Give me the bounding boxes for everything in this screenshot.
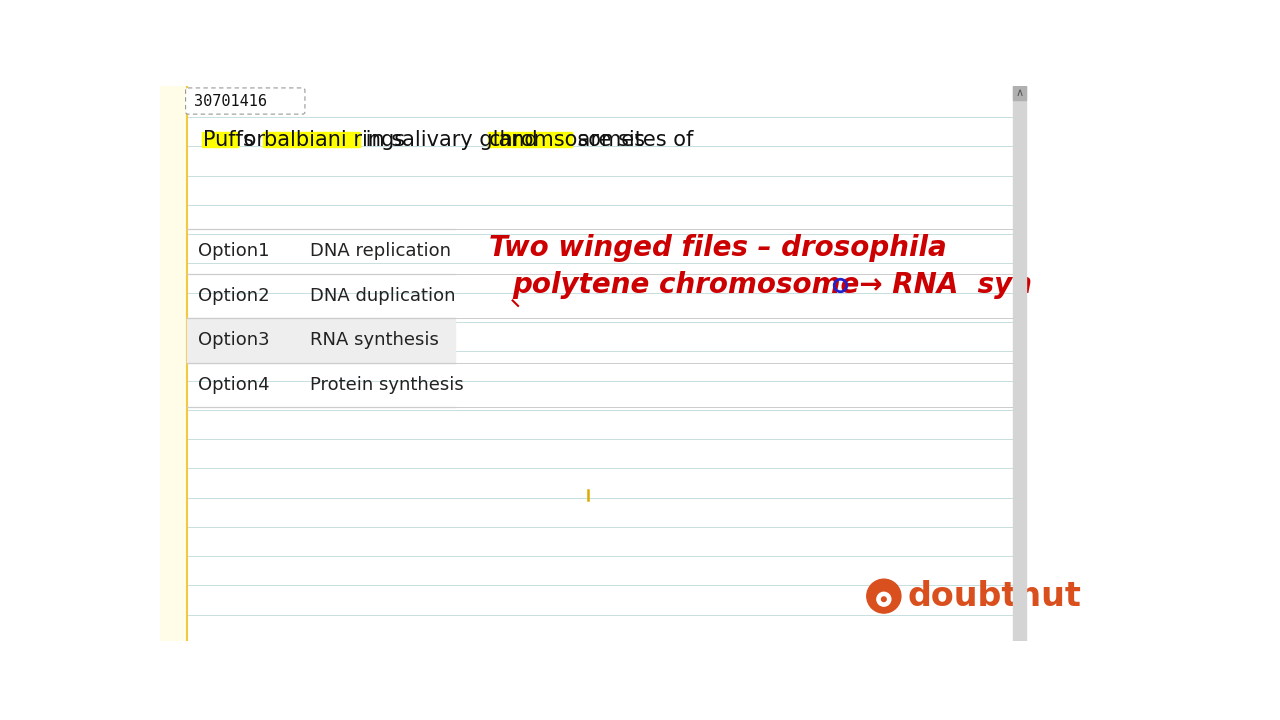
Bar <box>1012 86 1027 641</box>
Bar <box>264 132 360 147</box>
Text: Two winged files – drosophila: Two winged files – drosophila <box>489 234 947 262</box>
Text: DNA duplication: DNA duplication <box>310 287 456 305</box>
Circle shape <box>882 597 886 601</box>
Text: ∧: ∧ <box>1015 89 1024 99</box>
Bar <box>488 132 572 147</box>
Text: RNA synthesis: RNA synthesis <box>310 331 439 349</box>
Text: Option1: Option1 <box>198 242 270 260</box>
Text: Option2: Option2 <box>198 287 270 305</box>
Circle shape <box>867 579 901 613</box>
Text: Puffs: Puffs <box>202 130 253 150</box>
Text: in salivary gland: in salivary gland <box>360 130 545 150</box>
Text: Protein synthesis: Protein synthesis <box>310 376 463 394</box>
Text: polytene chromosome→ RNA  syn: polytene chromosome→ RNA syn <box>512 271 1033 299</box>
Text: Option3: Option3 <box>198 331 270 349</box>
Text: 30701416: 30701416 <box>195 94 268 109</box>
Bar <box>160 86 187 641</box>
FancyBboxPatch shape <box>186 88 305 114</box>
Text: chromsosomes: chromsosomes <box>489 130 646 150</box>
Bar <box>202 132 238 147</box>
Circle shape <box>877 593 891 606</box>
Bar <box>187 318 454 363</box>
Text: or: or <box>237 130 271 150</box>
Text: balbiani rings: balbiani rings <box>264 130 406 150</box>
Text: Option4: Option4 <box>198 376 270 394</box>
Text: are sites of: are sites of <box>571 130 694 150</box>
Text: doubtnut: doubtnut <box>908 580 1082 613</box>
Bar <box>1012 86 1027 100</box>
Text: DNA replication: DNA replication <box>310 242 451 260</box>
